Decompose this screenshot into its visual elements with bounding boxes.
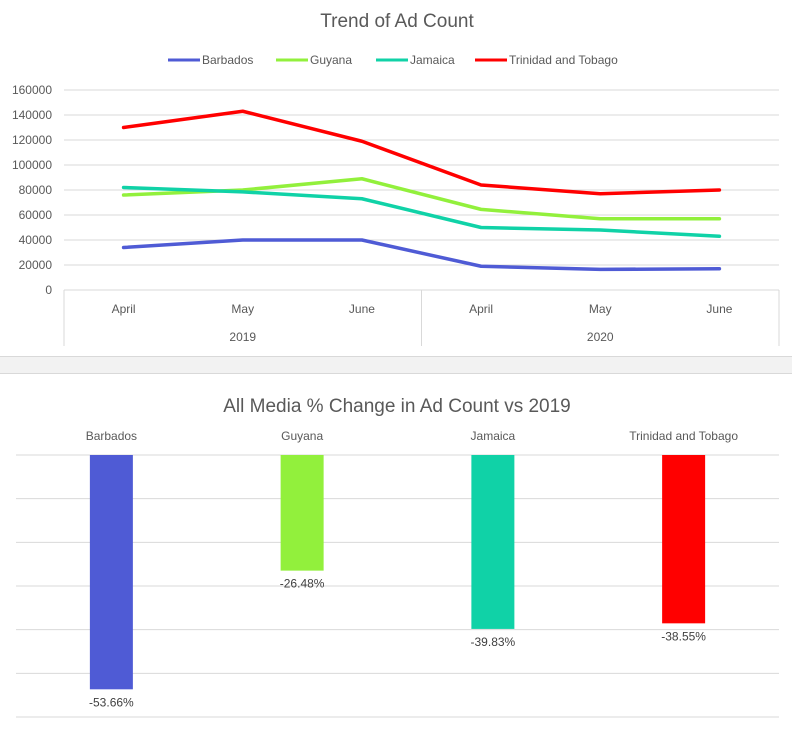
x-group-label-2020: 2020 (587, 330, 614, 344)
percent-change-bar-chart: All Media % Change in Ad Count vs 2019 B… (16, 396, 779, 718)
category-label-trinidad-and-tobago: Trinidad and Tobago (629, 429, 738, 443)
bar-chart-title: All Media % Change in Ad Count vs 2019 (223, 396, 571, 417)
category-label-jamaica: Jamaica (471, 429, 516, 443)
category-label-guyana: Guyana (281, 429, 323, 443)
x-tick-label: June (349, 302, 375, 316)
legend-label-guyana: Guyana (310, 53, 352, 67)
y-tick-label: 20000 (19, 258, 53, 272)
data-label-barbados: -53.66% (89, 695, 134, 709)
x-tick-label: April (469, 302, 493, 316)
legend-label-barbados: Barbados (202, 53, 253, 67)
x-tick-label: May (589, 302, 612, 316)
y-tick-label: 140000 (12, 108, 52, 122)
y-tick-label: 0 (45, 283, 52, 297)
bar-guyana (280, 455, 324, 571)
trend-line-chart: Trend of Ad Count Barbados Guyana Jamaica T… (12, 11, 780, 346)
legend-label-jamaica: Jamaica (410, 53, 455, 67)
series-line-jamaica (121, 185, 722, 238)
data-label-trinidad-and-tobago: -38.55% (661, 629, 706, 643)
bar-barbados (89, 455, 133, 690)
series-line-trinidad-and-tobago (121, 109, 722, 196)
x-tick-label: May (231, 302, 254, 316)
bar-trinidad-and-tobago (662, 455, 706, 624)
y-tick-label: 160000 (12, 83, 52, 97)
panel-separator (0, 356, 792, 374)
data-label-guyana: -26.48% (280, 577, 325, 591)
y-tick-label: 40000 (19, 233, 53, 247)
y-tick-label: 120000 (12, 133, 52, 147)
legend-label-trinidad-and-tobago: Trinidad and Tobago (509, 53, 618, 67)
series-line-barbados (121, 238, 722, 272)
category-label-barbados: Barbados (86, 429, 137, 443)
data-label-jamaica: -39.83% (471, 635, 516, 649)
x-group-label-2019: 2019 (229, 330, 256, 344)
y-tick-label: 80000 (19, 183, 53, 197)
y-tick-label: 60000 (19, 208, 53, 222)
line-chart-title: Trend of Ad Count (320, 11, 474, 32)
x-tick-label: June (706, 302, 732, 316)
y-tick-label: 100000 (12, 158, 52, 172)
bar-jamaica (471, 455, 515, 629)
x-tick-label: April (112, 302, 136, 316)
